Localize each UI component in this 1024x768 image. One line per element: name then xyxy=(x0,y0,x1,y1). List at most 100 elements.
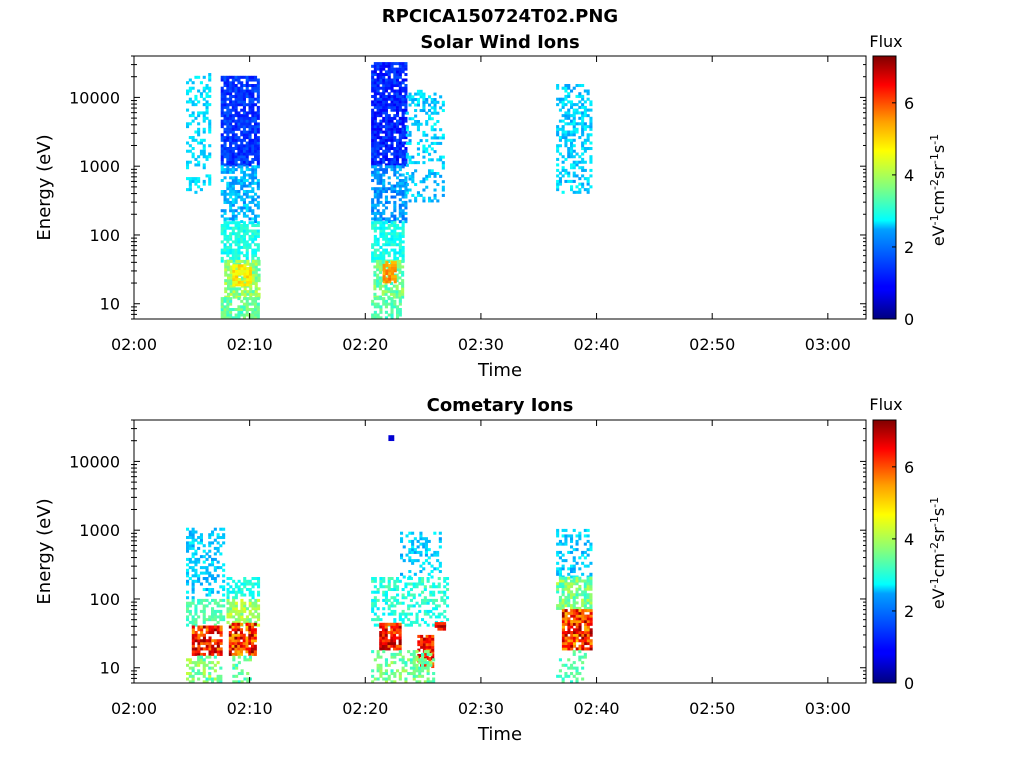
flux-pixel xyxy=(382,585,386,589)
flux-pixel xyxy=(570,103,574,107)
flux-pixel xyxy=(567,152,571,156)
flux-pixel xyxy=(393,138,397,142)
flux-pixel xyxy=(583,564,587,568)
flux-pixel xyxy=(385,263,389,267)
flux-pixel xyxy=(433,103,437,107)
flux-pixel xyxy=(252,262,256,266)
flux-pixel xyxy=(398,297,402,301)
flux-pixel xyxy=(575,614,579,618)
flux-pixel xyxy=(373,240,377,244)
flux-pixel xyxy=(583,125,587,129)
flux-pixel xyxy=(556,604,560,608)
flux-pixel xyxy=(248,119,252,123)
flux-pixel xyxy=(256,84,260,88)
flux-pixel xyxy=(240,184,244,188)
flux-pixel xyxy=(393,127,397,131)
flux-pixel xyxy=(256,221,260,225)
flux-pixel xyxy=(199,598,203,602)
flux-pixel xyxy=(231,114,235,118)
flux-pixel xyxy=(373,658,377,662)
flux-pixel xyxy=(398,674,402,678)
flux-pixel xyxy=(575,160,579,164)
flux-pixel xyxy=(254,305,258,309)
flux-pixel xyxy=(428,648,432,652)
flux-pixel xyxy=(390,70,394,74)
flux-pixel xyxy=(188,601,192,605)
flux-pixel xyxy=(251,313,255,317)
flux-pixel xyxy=(373,160,377,164)
flux-pixel xyxy=(558,152,562,156)
flux-pixel xyxy=(243,604,247,608)
flux-pixel xyxy=(188,541,192,545)
flux-pixel xyxy=(385,269,389,273)
flux-pixel xyxy=(405,128,409,132)
flux-pixel xyxy=(382,181,386,185)
flux-pixel xyxy=(256,138,260,142)
flux-pixel xyxy=(379,655,383,659)
flux-pixel xyxy=(564,141,568,145)
flux-pixel xyxy=(249,290,253,294)
flux-pixel xyxy=(398,152,402,156)
flux-pixel xyxy=(191,530,195,534)
flux-pixel xyxy=(575,666,579,670)
flux-pixel xyxy=(376,160,380,164)
flux-pixel xyxy=(411,180,415,184)
flux-pixel xyxy=(382,67,386,71)
flux-pixel xyxy=(381,259,385,263)
flux-pixel xyxy=(237,680,241,684)
flux-pixel xyxy=(213,566,217,570)
flux-pixel xyxy=(256,243,260,247)
flux-pixel xyxy=(186,618,190,622)
flux-pixel xyxy=(254,86,258,90)
flux-pixel xyxy=(382,579,386,583)
flux-pixel xyxy=(391,269,395,273)
flux-pixel xyxy=(379,70,383,74)
flux-pixel xyxy=(240,181,244,185)
flux-pixel xyxy=(251,78,255,82)
flux-pixel xyxy=(188,620,192,624)
flux-pixel xyxy=(234,254,238,258)
flux-pixel xyxy=(422,537,426,541)
flux-pixel xyxy=(208,536,212,540)
flux-pixel xyxy=(398,138,402,142)
flux-pixel xyxy=(242,152,246,156)
flux-pixel xyxy=(199,141,203,145)
flux-pixel xyxy=(235,259,239,263)
flux-pixel xyxy=(398,658,402,662)
flux-pixel xyxy=(243,601,247,605)
flux-pixel xyxy=(231,190,235,194)
flux-pixel xyxy=(373,147,377,151)
flux-pixel xyxy=(376,141,380,145)
flux-pixel xyxy=(384,240,388,244)
flux-pixel xyxy=(390,577,394,581)
flux-pixel xyxy=(581,611,585,615)
flux-pixel xyxy=(226,251,230,255)
flux-pixel xyxy=(564,622,568,626)
flux-pixel xyxy=(234,644,238,648)
flux-pixel xyxy=(373,97,377,101)
flux-pixel xyxy=(243,620,247,624)
flux-pixel xyxy=(581,157,585,161)
flux-pixel xyxy=(416,550,420,554)
flux-pixel xyxy=(589,579,593,583)
flux-pixel xyxy=(382,100,386,104)
flux-pixel xyxy=(240,163,244,167)
flux-pixel xyxy=(231,108,235,112)
flux-pixel xyxy=(575,647,579,651)
flux-pixel xyxy=(219,604,223,608)
flux-pixel xyxy=(561,528,565,532)
flux-pixel xyxy=(419,122,423,126)
flux-pixel xyxy=(556,567,560,571)
flux-pixel xyxy=(220,302,224,306)
flux-pixel xyxy=(242,647,246,651)
flux-pixel xyxy=(425,147,429,151)
flux-pixel xyxy=(234,190,238,194)
flux-pixel xyxy=(208,652,212,656)
flux-pixel xyxy=(556,561,560,565)
flux-pixel xyxy=(242,158,246,162)
flux-pixel xyxy=(404,661,408,665)
flux-pixel xyxy=(388,438,392,442)
flux-pixel xyxy=(439,128,443,132)
flux-pixel xyxy=(223,147,227,151)
flux-pixel xyxy=(186,166,190,170)
